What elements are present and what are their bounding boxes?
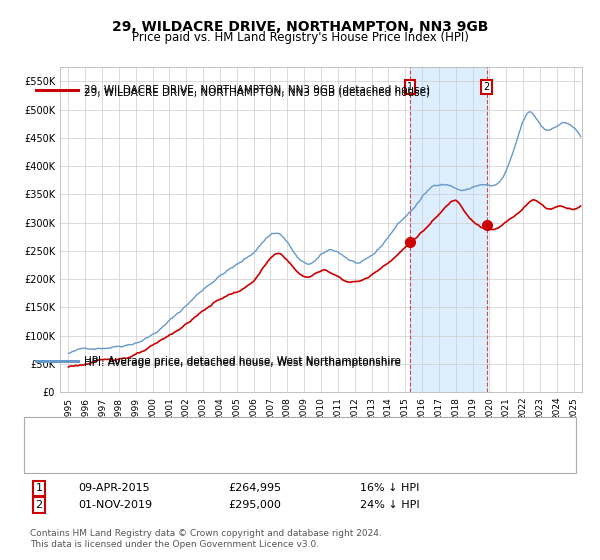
Text: HPI: Average price, detached house, West Northamptonshire: HPI: Average price, detached house, West…: [84, 356, 401, 366]
Text: HPI: Average price, detached house, West Northamptonshire: HPI: Average price, detached house, West…: [84, 358, 401, 368]
Text: 2: 2: [484, 82, 490, 92]
Text: £264,995: £264,995: [228, 483, 281, 493]
Text: 2: 2: [35, 500, 43, 510]
Text: 09-APR-2015: 09-APR-2015: [78, 483, 149, 493]
Text: 16% ↓ HPI: 16% ↓ HPI: [360, 483, 419, 493]
Text: 01-NOV-2019: 01-NOV-2019: [78, 500, 152, 510]
Text: Price paid vs. HM Land Registry's House Price Index (HPI): Price paid vs. HM Land Registry's House …: [131, 31, 469, 44]
Text: 29, WILDACRE DRIVE, NORTHAMPTON, NN3 9GB (detached house): 29, WILDACRE DRIVE, NORTHAMPTON, NN3 9GB…: [84, 87, 430, 97]
Text: 1: 1: [407, 82, 413, 92]
Text: £295,000: £295,000: [228, 500, 281, 510]
Text: Contains HM Land Registry data © Crown copyright and database right 2024.
This d: Contains HM Land Registry data © Crown c…: [30, 529, 382, 549]
Bar: [410, 67, 487, 392]
Text: 29, WILDACRE DRIVE, NORTHAMPTON, NN3 9GB: 29, WILDACRE DRIVE, NORTHAMPTON, NN3 9GB: [112, 20, 488, 34]
Text: 24% ↓ HPI: 24% ↓ HPI: [360, 500, 419, 510]
Text: 1: 1: [35, 483, 43, 493]
Text: 29, WILDACRE DRIVE, NORTHAMPTON, NN3 9GB (detached house): 29, WILDACRE DRIVE, NORTHAMPTON, NN3 9GB…: [84, 85, 430, 95]
